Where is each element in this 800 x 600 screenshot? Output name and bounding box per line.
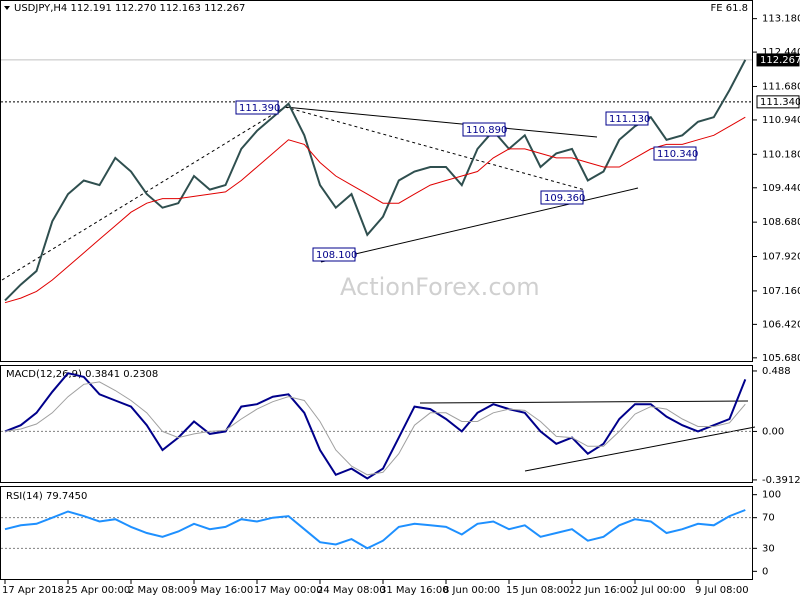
price-panel xyxy=(0,0,753,362)
x-tick-label: 2 Jul 00:00 xyxy=(632,585,686,596)
trend-line xyxy=(320,187,639,263)
y-tick-label: 107.160 xyxy=(762,286,800,297)
x-tick-label: 8 Jun 00:00 xyxy=(443,585,500,596)
price-label: 112.267 xyxy=(760,55,800,66)
y-tick-label: 111.680 xyxy=(762,81,800,92)
annotation-box xyxy=(462,122,506,137)
trend-line xyxy=(419,400,749,404)
y-tick-label: 100 xyxy=(762,490,781,501)
y-tick-label: 107.920 xyxy=(762,252,800,263)
macd-title: MACD(12,26,9) 0.3841 0.2308 xyxy=(6,369,158,380)
y-tick-label: 108.680 xyxy=(762,217,800,228)
x-tick-label: 25 Apr 00:00 xyxy=(65,585,130,596)
annotation-box xyxy=(540,190,584,205)
x-tick-label: 9 Jul 08:00 xyxy=(695,585,749,596)
x-tick-label: 15 Jun 08:00 xyxy=(506,585,570,596)
y-tick-label: 0 xyxy=(762,566,768,577)
y-tick-label: 110.180 xyxy=(762,149,800,160)
trend-line xyxy=(284,106,598,138)
x-tick-label: 31 May 16:00 xyxy=(380,585,449,596)
annotation: 111.130 xyxy=(609,114,650,125)
annotation: 110.890 xyxy=(466,125,507,136)
y-tick-label: 0.488 xyxy=(762,366,791,377)
y-tick-label: 30 xyxy=(762,543,775,554)
annotation-box xyxy=(605,111,649,126)
chart-title: USDJPY,H4 112.191 112.270 112.163 112.26… xyxy=(14,3,245,14)
watermark: ActionForex.com xyxy=(340,273,540,301)
annotation-box xyxy=(235,100,279,115)
y-tick-label: 110.940 xyxy=(762,115,800,126)
y-tick-label: 70 xyxy=(762,513,775,524)
trend-line xyxy=(524,426,756,472)
trend-line xyxy=(284,106,586,191)
annotation: 110.340 xyxy=(657,149,698,160)
y-tick-label: 105.680 xyxy=(762,353,800,364)
x-tick-label: 17 May 00:00 xyxy=(254,585,323,596)
annotation: 108.100 xyxy=(316,250,357,261)
y-tick-label: 0.00 xyxy=(762,426,784,437)
y-tick-label: 113.180 xyxy=(762,14,800,25)
annotation: 111.390 xyxy=(239,103,280,114)
rsi-title: RSI(14) 79.7450 xyxy=(6,491,87,502)
rsi-panel xyxy=(0,486,753,580)
annotation-box xyxy=(653,146,697,161)
series-line xyxy=(4,59,747,302)
fibo-label: FE 61.8 xyxy=(710,3,748,14)
annotation-box xyxy=(312,247,356,262)
annotation: 109.360 xyxy=(544,193,585,204)
trend-line xyxy=(1,106,286,281)
x-tick-label: 9 May 16:00 xyxy=(191,585,253,596)
menu-arrow xyxy=(4,6,10,10)
y-tick-label: 106.420 xyxy=(762,319,800,330)
price-box xyxy=(756,53,800,67)
price-box xyxy=(756,95,800,109)
price-label: 111.340 xyxy=(760,97,800,108)
y-tick-label: -0.3912 xyxy=(762,475,800,486)
y-tick-label: 109.440 xyxy=(762,183,800,194)
y-tick-label: 112.440 xyxy=(762,47,800,58)
x-tick-label: 17 Apr 2018 xyxy=(2,585,64,596)
x-tick-label: 2 May 08:00 xyxy=(128,585,190,596)
x-tick-label: 22 Jun 16:00 xyxy=(569,585,633,596)
trend-lines xyxy=(1,106,756,472)
series-line xyxy=(4,509,746,550)
macd-panel xyxy=(0,365,753,483)
series-line xyxy=(4,116,746,304)
series-line xyxy=(4,381,746,476)
x-tick-label: 24 May 08:00 xyxy=(317,585,386,596)
